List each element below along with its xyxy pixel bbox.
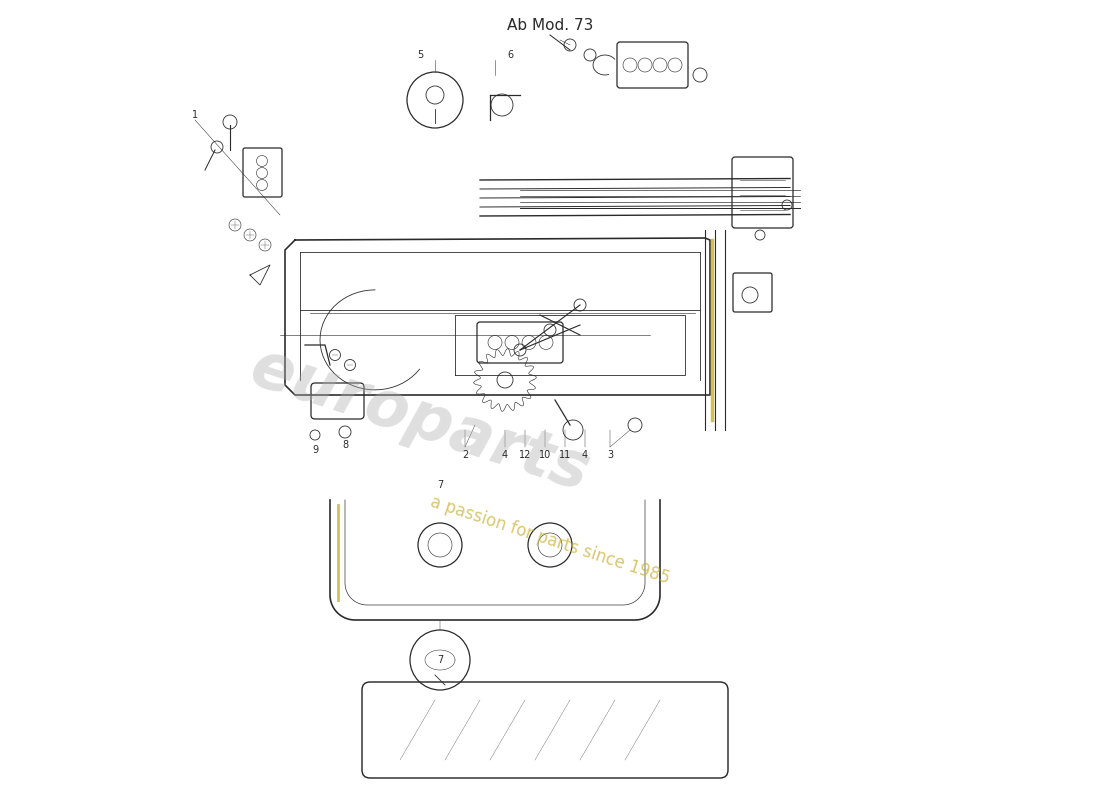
Text: 3: 3 bbox=[607, 450, 613, 460]
Text: 6: 6 bbox=[507, 50, 513, 60]
Text: a passion for parts since 1985: a passion for parts since 1985 bbox=[428, 493, 672, 587]
Text: 7: 7 bbox=[437, 480, 443, 490]
Text: 7: 7 bbox=[437, 655, 443, 665]
Text: 12: 12 bbox=[519, 450, 531, 460]
Text: 10: 10 bbox=[539, 450, 551, 460]
Text: 5: 5 bbox=[417, 50, 424, 60]
Text: 2: 2 bbox=[462, 450, 469, 460]
Text: 4: 4 bbox=[582, 450, 588, 460]
Text: Ab Mod. 73: Ab Mod. 73 bbox=[507, 18, 593, 33]
Text: 9: 9 bbox=[312, 445, 318, 455]
Text: europarts: europarts bbox=[242, 336, 597, 504]
Text: 8: 8 bbox=[342, 440, 348, 450]
Text: 11: 11 bbox=[559, 450, 571, 460]
Text: 4: 4 bbox=[502, 450, 508, 460]
Text: 1: 1 bbox=[191, 110, 198, 120]
